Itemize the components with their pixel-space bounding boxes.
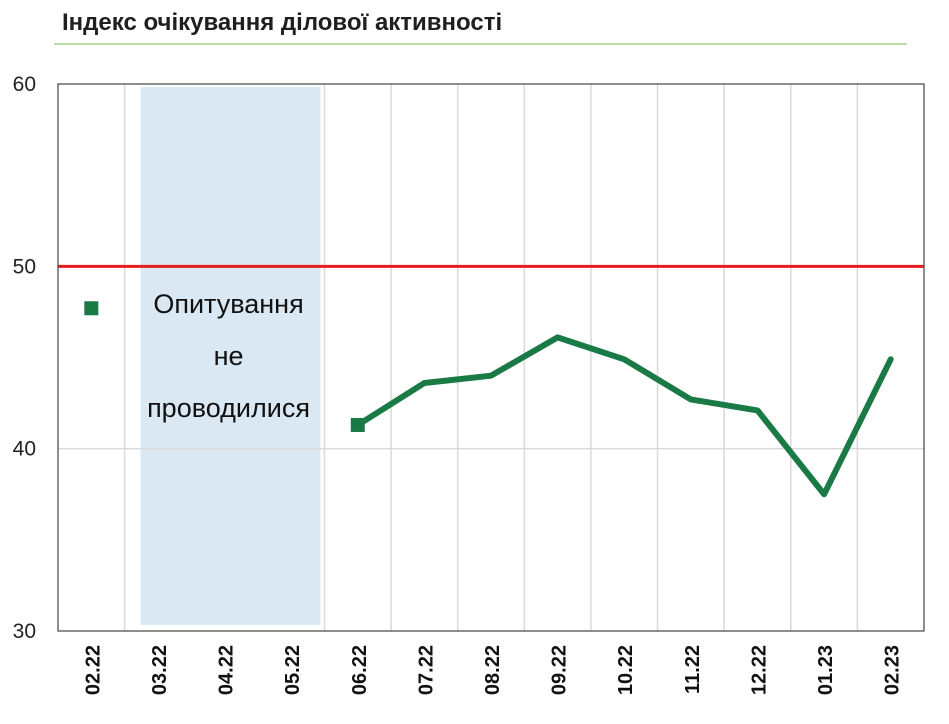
annotation-line: проводилися <box>147 393 310 423</box>
point-marker <box>84 301 99 316</box>
x-tick-label: 02.22 <box>82 645 104 695</box>
x-tick-label: 12.22 <box>749 645 771 695</box>
marker-layer <box>84 301 365 432</box>
chart-title: Індекс очікування ділової активності <box>62 9 502 36</box>
x-tick-label: 02.23 <box>882 645 904 695</box>
shaded-period-layer <box>140 87 321 625</box>
y-tick-label: 60 <box>13 73 36 96</box>
x-tick-label: 09.22 <box>549 645 571 695</box>
x-axis-ticks: 02.22 03.22 04.22 05.22 06.22 07.22 08.22 09.22… <box>82 645 903 695</box>
y-tick-label: 40 <box>13 438 36 461</box>
x-tick-label: 04.22 <box>216 645 238 695</box>
shaded-period <box>140 87 321 625</box>
y-tick-label: 30 <box>13 620 36 643</box>
x-tick-label: 03.22 <box>149 645 171 695</box>
plot-frame <box>57 83 925 632</box>
x-tick-label: 11.22 <box>682 645 704 694</box>
annotation-line: не <box>214 341 244 371</box>
x-tick-label: 08.22 <box>482 645 504 695</box>
annotation-layer: Опитування не проводилися <box>147 289 310 423</box>
gridlines <box>58 84 924 631</box>
y-tick-label: 50 <box>13 255 36 278</box>
x-tick-label: 01.23 <box>815 645 837 695</box>
x-tick-label: 10.22 <box>615 645 637 695</box>
point-marker <box>350 417 365 432</box>
series-layer <box>354 334 894 498</box>
x-tick-label: 05.22 <box>282 645 304 695</box>
annotation-line: Опитування <box>153 289 303 319</box>
y-axis-ticks: 30 40 50 60 <box>13 73 36 643</box>
x-tick-label: 07.22 <box>415 645 437 695</box>
x-tick-label: 06.22 <box>349 645 371 695</box>
series-line <box>354 334 894 498</box>
